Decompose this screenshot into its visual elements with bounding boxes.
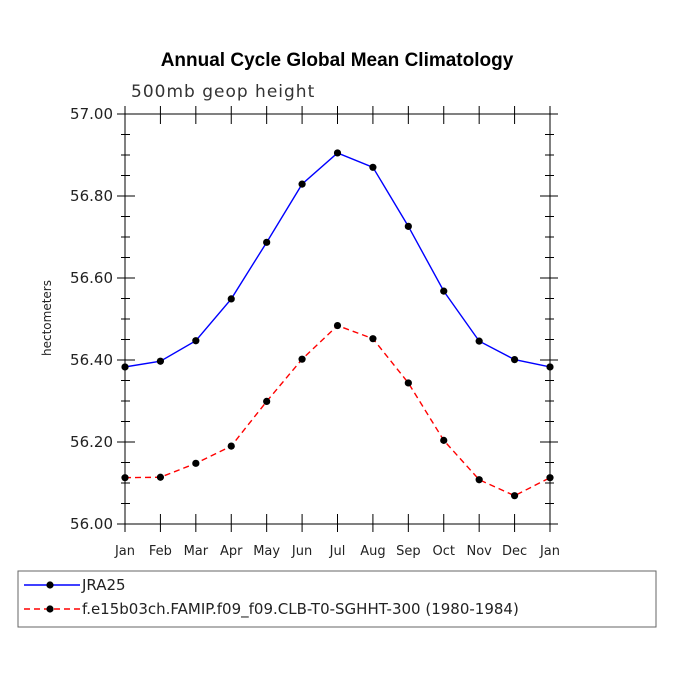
y-tick-label: 57.00 xyxy=(70,105,113,123)
data-point-series-1 xyxy=(156,473,165,481)
data-point-series-0 xyxy=(298,180,306,188)
y-axis-label: hectometers xyxy=(40,280,54,356)
legend-marker-1 xyxy=(46,605,54,613)
data-point-series-1 xyxy=(475,476,483,484)
data-point-series-0 xyxy=(263,238,271,246)
x-tick-label: Mar xyxy=(184,544,209,559)
x-tick-label: Apr xyxy=(220,544,243,559)
series-line-1 xyxy=(124,324,551,497)
y-tick-label: 56.20 xyxy=(70,433,113,451)
x-tick-label: Jan xyxy=(539,544,560,559)
data-point-series-1 xyxy=(440,436,448,444)
data-point-series-1 xyxy=(298,355,306,363)
x-tick-label: Nov xyxy=(466,544,492,559)
data-point-series-0 xyxy=(121,363,129,371)
data-point-series-1 xyxy=(263,397,271,406)
legend-box xyxy=(17,570,657,628)
data-point-series-0 xyxy=(333,149,342,157)
data-point-series-0 xyxy=(546,363,554,371)
chart-subtitle: 500mb geop height xyxy=(131,82,315,102)
series-line-0 xyxy=(124,152,551,368)
y-tick-label: 56.00 xyxy=(70,515,113,533)
data-point-series-1 xyxy=(192,459,200,467)
data-point-series-1 xyxy=(333,321,342,330)
legend-marker-0 xyxy=(46,581,54,589)
y-tick-label: 56.40 xyxy=(70,351,113,369)
x-tick-label: Jun xyxy=(291,544,312,559)
data-point-series-1 xyxy=(510,492,519,500)
data-point-series-0 xyxy=(440,287,448,295)
data-point-series-0 xyxy=(475,337,483,345)
x-tick-labels: Jan Feb Mar Apr May Jun Jul Aug Sep Oct Nov Dec Jan xyxy=(114,544,560,559)
x-tick-label: Jan xyxy=(114,544,135,559)
data-point-series-0 xyxy=(156,357,165,365)
data-point-series-0 xyxy=(192,337,200,345)
data-point-series-1 xyxy=(546,474,554,482)
axis-ticks xyxy=(117,106,558,532)
legend: JRA25 f.e15b03ch.FAMIP.f09_f09.CLB-T0-SGH… xyxy=(24,576,519,619)
data-point-series-0 xyxy=(227,295,235,303)
data-point-series-0 xyxy=(404,222,412,230)
data-point-series-0 xyxy=(510,355,519,364)
data-point-series-1 xyxy=(404,379,412,387)
data-point-series-1 xyxy=(121,474,129,482)
legend-label-1: f.e15b03ch.FAMIP.f09_f09.CLB-T0-SGHHT-30… xyxy=(82,600,519,619)
chart-title: Annual Cycle Global Mean Climatology xyxy=(161,50,514,71)
x-tick-label: May xyxy=(253,544,280,559)
y-tick-labels: 56.00 56.20 56.40 56.60 56.80 57.00 xyxy=(70,105,113,533)
y-tick-label: 56.60 xyxy=(70,269,113,287)
x-tick-label: Dec xyxy=(502,544,527,559)
data-point-series-1 xyxy=(227,442,235,450)
x-tick-label: Feb xyxy=(149,544,172,559)
x-tick-label: Oct xyxy=(433,544,455,559)
y-tick-label: 56.80 xyxy=(70,187,113,205)
plot-frame xyxy=(124,113,551,525)
data-point-series-1 xyxy=(369,335,377,343)
legend-label-0: JRA25 xyxy=(81,576,126,594)
x-tick-label: Jul xyxy=(329,544,346,559)
x-tick-label: Aug xyxy=(360,544,385,559)
data-point-series-0 xyxy=(369,163,377,171)
x-tick-label: Sep xyxy=(396,544,421,559)
series-layer xyxy=(121,149,554,500)
